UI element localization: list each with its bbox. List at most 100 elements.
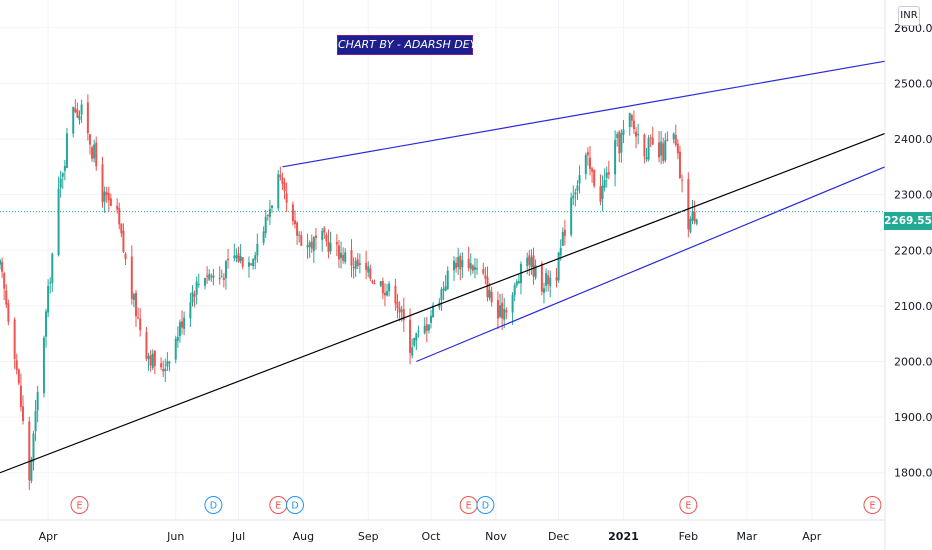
- candle-body: [103, 191, 106, 202]
- earnings-marker[interactable]: [863, 496, 882, 514]
- candle-body: [137, 317, 140, 319]
- candle-body: [651, 137, 654, 145]
- candle-body: [93, 144, 96, 159]
- candle-body: [501, 302, 504, 319]
- candle-body: [584, 154, 587, 174]
- earnings-marker[interactable]: [70, 496, 89, 514]
- candle-body: [417, 330, 420, 332]
- time-axis: Apr Jun Jul Aug Sep Oct Nov Dec 2021 Feb Mar Apr: [0, 519, 885, 543]
- candle-body: [17, 369, 20, 384]
- candle-body: [256, 243, 259, 256]
- time-tick-label: Dec: [548, 530, 569, 543]
- candle-body: [174, 338, 177, 360]
- candle-body: [476, 268, 479, 270]
- candle-body: [197, 283, 200, 285]
- candle-body: [572, 195, 575, 199]
- candle-body: [63, 165, 66, 171]
- earnings-marker[interactable]: [679, 496, 698, 514]
- candle-body: [19, 385, 22, 407]
- candle-body: [116, 205, 119, 210]
- candle-body: [461, 259, 464, 268]
- candle-body: [162, 369, 165, 372]
- candle-body: [440, 289, 443, 300]
- candle-body: [344, 252, 347, 262]
- candle-body: [383, 293, 386, 296]
- candle-body: [30, 459, 33, 481]
- currency-badge[interactable]: INR: [898, 6, 920, 26]
- candle-body: [193, 294, 196, 297]
- candle-body: [312, 237, 315, 252]
- candle-body: [484, 275, 487, 279]
- candle-body: [471, 265, 474, 271]
- candle-body: [109, 198, 112, 206]
- candle-body: [425, 324, 428, 331]
- candle-body: [455, 262, 458, 269]
- candle-body: [388, 283, 391, 292]
- candle-body: [222, 277, 225, 280]
- trendlines: [0, 60, 886, 474]
- candle-body: [373, 283, 376, 285]
- trendline: [282, 60, 886, 168]
- candle-body: [210, 275, 213, 277]
- candle-body: [264, 216, 267, 234]
- candle-body: [432, 305, 435, 318]
- event-marker-label: D: [210, 501, 217, 512]
- candle-body: [442, 288, 445, 291]
- candle-body: [88, 134, 91, 145]
- candle-body: [28, 421, 31, 481]
- candle-body: [212, 275, 215, 278]
- time-tick-label: Apr: [39, 530, 59, 543]
- candle-body: [490, 291, 493, 303]
- candle-body: [342, 254, 345, 261]
- event-marker-label: E: [869, 501, 875, 512]
- candle-body: [658, 142, 661, 158]
- dividend-marker[interactable]: [476, 496, 495, 514]
- candle-body: [511, 294, 514, 313]
- candle-body: [674, 134, 677, 145]
- candle-body: [36, 392, 39, 411]
- candle-body: [183, 317, 186, 329]
- candle-body: [607, 172, 610, 175]
- candle-body: [555, 277, 558, 281]
- chart-title: CHART BY - ADARSH DEY: [337, 35, 476, 55]
- candle-body: [586, 152, 589, 156]
- dividend-marker[interactable]: [204, 496, 223, 514]
- candle-body: [164, 368, 167, 372]
- candle-body: [118, 208, 121, 225]
- candle-body: [166, 361, 169, 367]
- candle-body: [65, 133, 68, 169]
- candle-body: [178, 322, 181, 337]
- candle-body: [208, 274, 211, 280]
- candle-body: [540, 263, 543, 292]
- candle-body: [444, 286, 447, 291]
- candle-body: [635, 131, 638, 137]
- candle-body: [59, 178, 62, 188]
- candle-body: [151, 353, 154, 368]
- candle-body: [503, 308, 506, 320]
- candle-body: [605, 172, 608, 178]
- candle-body: [530, 257, 533, 268]
- event-marker-label: E: [466, 501, 472, 512]
- candle-body: [356, 259, 359, 267]
- price-tick-label: 2200.00: [894, 244, 932, 257]
- candle-body: [409, 319, 412, 353]
- candle-body: [645, 157, 648, 160]
- candle-body: [689, 219, 692, 232]
- candle-body: [386, 291, 389, 296]
- candle-body: [340, 252, 343, 259]
- candle-body: [45, 311, 48, 337]
- trendline: [416, 166, 886, 363]
- candle-body: [528, 255, 531, 265]
- candle-body: [446, 270, 449, 290]
- candle-body: [570, 197, 573, 235]
- candle-body: [379, 281, 382, 286]
- candle-body: [325, 234, 328, 242]
- price-tick-label: 2300.00: [894, 189, 932, 202]
- candle-body: [204, 277, 207, 286]
- candle-body: [547, 275, 550, 285]
- candle-body: [168, 361, 171, 364]
- dividend-marker[interactable]: [286, 496, 304, 514]
- candle-body: [227, 258, 230, 261]
- candle-body: [486, 277, 489, 298]
